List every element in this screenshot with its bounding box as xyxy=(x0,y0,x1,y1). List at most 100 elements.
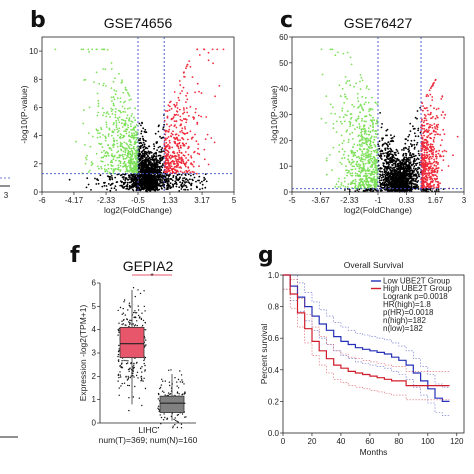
volcano-point xyxy=(161,184,164,186)
volcano-point xyxy=(179,92,182,95)
volcano-point xyxy=(94,177,96,180)
volcano-point xyxy=(152,143,155,146)
volcano-point xyxy=(128,134,130,137)
volcano-point xyxy=(365,115,367,118)
volcano-point xyxy=(423,148,426,151)
volcano-point xyxy=(180,162,183,165)
volcano-point xyxy=(110,110,113,112)
volcano-point xyxy=(114,113,117,116)
volcano-point xyxy=(373,136,376,138)
volcano-point xyxy=(391,169,394,172)
volcano-point xyxy=(425,139,427,142)
volcano-point xyxy=(100,151,103,154)
volcano-point xyxy=(116,97,119,100)
volcano-point xyxy=(143,185,146,188)
volcano-point xyxy=(169,154,172,157)
volcano-point xyxy=(182,154,185,157)
volcano-point xyxy=(165,188,168,191)
volcano-point xyxy=(203,176,206,179)
volcano-point xyxy=(178,154,180,157)
volcano-point xyxy=(426,93,428,96)
volcano-point xyxy=(179,115,182,118)
volcano-point xyxy=(165,130,167,133)
volcano-point xyxy=(386,169,388,171)
volcano-point xyxy=(181,158,184,161)
volcano-point xyxy=(203,179,205,182)
volcano-point xyxy=(141,157,144,160)
volcano-point xyxy=(153,155,156,158)
volcano-point xyxy=(432,140,435,143)
volcano-point xyxy=(415,184,418,187)
volcano-point xyxy=(111,108,114,111)
volcano-point xyxy=(178,151,181,154)
volcano-point xyxy=(128,184,131,187)
volcano-point xyxy=(105,123,108,126)
volcano-point xyxy=(178,190,181,192)
volcano-point xyxy=(412,167,415,170)
volcano-point xyxy=(429,178,431,181)
volcano-point xyxy=(343,101,346,104)
volcano-point xyxy=(356,173,359,175)
volcano-point xyxy=(116,145,119,148)
volcano-point xyxy=(91,135,94,138)
volcano-point xyxy=(126,187,129,190)
volcano-point xyxy=(372,149,375,152)
volcano-point xyxy=(114,77,116,80)
volcano-point xyxy=(141,152,144,155)
volcano-point xyxy=(166,145,169,148)
volcano-point xyxy=(115,159,117,162)
volcano-point xyxy=(357,115,360,118)
volcano-point xyxy=(392,162,395,165)
volcano-point xyxy=(181,181,184,184)
volcano-point xyxy=(141,121,143,124)
volcano-point xyxy=(356,144,359,147)
volcano-point xyxy=(98,167,100,170)
volcano-point xyxy=(434,133,436,136)
volcano-point xyxy=(354,168,357,170)
volcano-point xyxy=(117,150,120,153)
volcano-point xyxy=(95,152,98,155)
volcano-point xyxy=(361,95,364,98)
volcano-point xyxy=(127,145,130,147)
volcano-point xyxy=(351,103,354,106)
volcano-point xyxy=(141,144,144,146)
volcano-point xyxy=(198,175,201,178)
volcano-point xyxy=(160,148,163,151)
volcano-point xyxy=(111,182,114,185)
volcano-point xyxy=(169,157,172,160)
volcano-point xyxy=(408,175,410,178)
volcano-point xyxy=(100,160,102,163)
volcano-point xyxy=(435,157,438,160)
volcano-point xyxy=(149,185,152,188)
volcano-point xyxy=(119,141,122,144)
volcano-point xyxy=(428,160,431,163)
volcano-point xyxy=(371,119,374,121)
volcano-point xyxy=(187,138,189,141)
volcano-point xyxy=(116,173,119,176)
volcano-point xyxy=(436,177,439,180)
volcano-point xyxy=(348,160,350,163)
volcano-point xyxy=(183,144,186,147)
volcano-point xyxy=(128,119,130,122)
volcano-point xyxy=(345,165,347,168)
volcano-point xyxy=(105,85,107,87)
volcano-point xyxy=(407,135,410,138)
volcano-point xyxy=(115,189,117,191)
volcano-point xyxy=(365,155,367,157)
volcano-point xyxy=(107,133,110,136)
volcano-point xyxy=(364,96,367,99)
x-tick-label: -4.17 xyxy=(65,196,84,205)
volcano-point xyxy=(89,145,92,148)
volcano-point xyxy=(409,154,411,157)
volcano-point xyxy=(422,109,424,112)
volcano-point xyxy=(164,164,167,166)
volcano-point xyxy=(433,148,436,150)
volcano-point xyxy=(167,143,170,146)
volcano-point xyxy=(168,105,171,108)
volcano-point xyxy=(338,144,341,146)
volcano-point xyxy=(363,165,365,168)
volcano-point xyxy=(429,123,431,126)
volcano-point xyxy=(367,149,370,152)
volcano-point xyxy=(430,157,433,160)
volcano-point xyxy=(112,168,115,171)
